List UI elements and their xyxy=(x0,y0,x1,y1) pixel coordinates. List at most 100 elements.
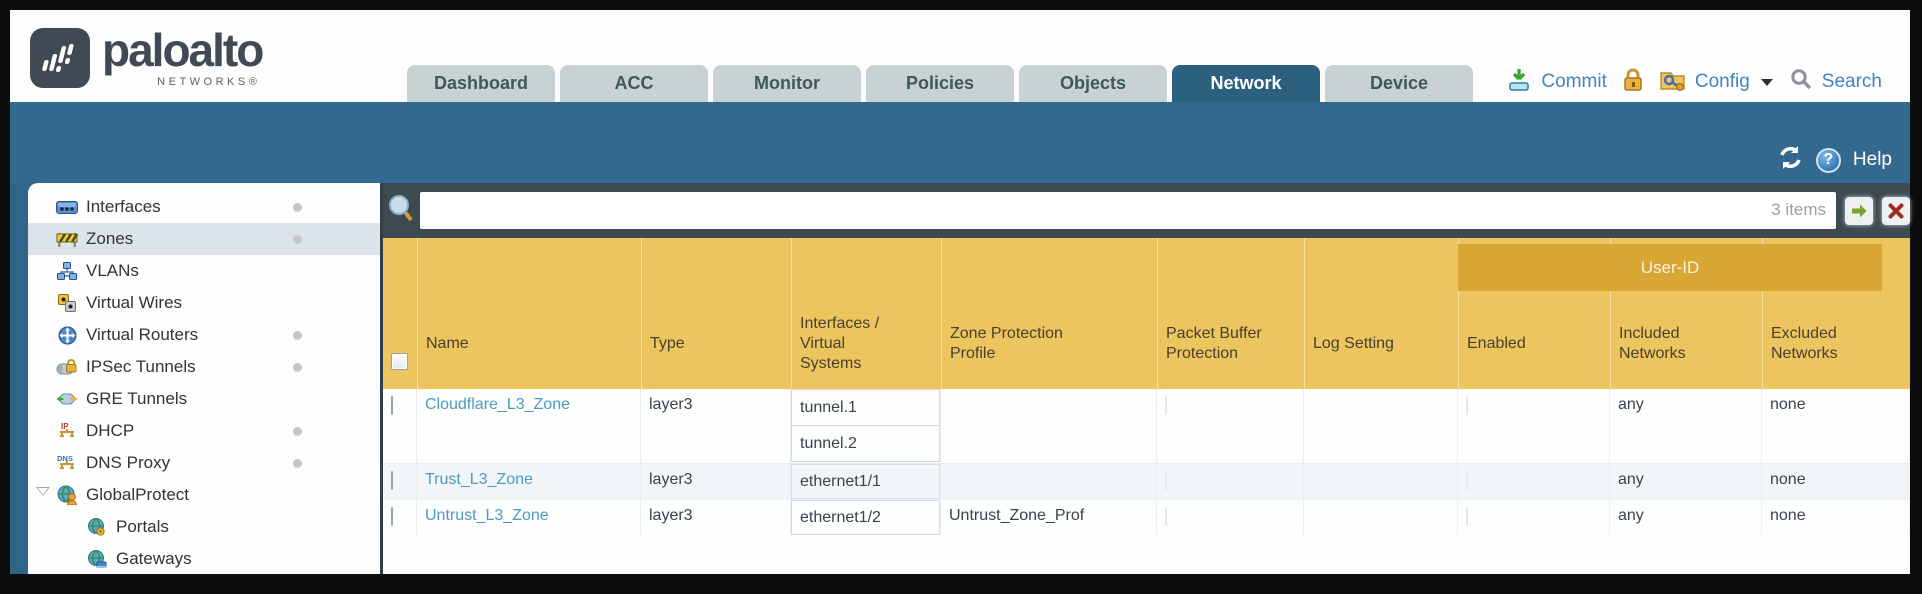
svg-text:DNS: DNS xyxy=(57,454,73,463)
virtual-routers-icon xyxy=(56,325,78,345)
clear-filter-button[interactable] xyxy=(1882,196,1910,225)
ipsec-tunnels-icon xyxy=(56,357,78,377)
items-count: 3 items xyxy=(1771,200,1826,219)
help-link[interactable]: Help xyxy=(1852,149,1892,170)
virtual-wires-icon xyxy=(56,293,78,313)
sidebar-item-virtual-routers[interactable]: Virtual Routers xyxy=(28,319,380,351)
table-filter-bar: 3 items xyxy=(383,183,1910,238)
main-tabs: Dashboard ACC Monitor Policies Objects N… xyxy=(407,65,1478,102)
globalprotect-icon xyxy=(56,485,78,505)
tab-device[interactable]: Device xyxy=(1325,65,1473,102)
user-id-enabled-checkbox[interactable] xyxy=(1466,507,1468,526)
zone-protection-profile xyxy=(941,464,1157,499)
col-header-excluded-networks[interactable]: Excluded Networks xyxy=(1762,238,1910,389)
col-header-enabled[interactable]: Enabled xyxy=(1458,238,1610,389)
refresh-icon[interactable] xyxy=(1777,144,1804,176)
table-row[interactable]: Cloudflare_L3_Zone layer3 tunnel.1 tunne… xyxy=(383,389,1910,463)
select-all-checkbox[interactable] xyxy=(391,353,408,370)
config-button[interactable]: Config xyxy=(1694,71,1750,92)
config-dropdown-caret[interactable] xyxy=(1760,78,1773,86)
lock-icon xyxy=(1622,68,1644,97)
col-header-interfaces[interactable]: Interfaces / Virtual Systems xyxy=(791,238,941,389)
sidebar-item-virtual-wires[interactable]: Virtual Wires xyxy=(28,287,380,319)
header-select-all-cell xyxy=(383,238,417,389)
tab-acc[interactable]: ACC xyxy=(560,65,708,102)
zones-icon xyxy=(56,229,78,249)
filter-search-icon xyxy=(386,192,416,229)
sidebar-item-globalprotect[interactable]: GlobalProtect xyxy=(28,479,380,511)
sidebar-item-gre-tunnels[interactable]: GRE Tunnels xyxy=(28,383,380,415)
status-dot xyxy=(293,427,302,436)
gre-tunnels-icon xyxy=(56,389,78,409)
sidebar-item-zones[interactable]: Zones xyxy=(28,223,380,255)
packet-buffer-protection-checkbox[interactable] xyxy=(1165,507,1167,526)
sidebar-splitter[interactable] xyxy=(380,183,383,574)
tab-monitor[interactable]: Monitor xyxy=(713,65,861,102)
row-checkbox[interactable] xyxy=(391,396,393,415)
sidebar-item-interfaces[interactable]: Interfaces xyxy=(28,191,380,223)
tab-dashboard[interactable]: Dashboard xyxy=(407,65,555,102)
commit-button[interactable]: Commit xyxy=(1541,71,1607,92)
zones-panel: 3 items Name Type Interfaces / Virtual S… xyxy=(383,183,1910,574)
log-setting xyxy=(1304,500,1458,535)
interface-cell: tunnel.2 xyxy=(791,425,940,462)
tab-network[interactable]: Network xyxy=(1172,65,1320,102)
gateways-icon xyxy=(86,549,108,569)
brand-logo: paloalto NETWORKS® xyxy=(30,24,264,88)
zone-protection-profile xyxy=(941,389,1157,463)
row-checkbox[interactable] xyxy=(391,471,393,490)
interface-cell: ethernet1/2 xyxy=(791,500,940,535)
portals-icon xyxy=(86,517,108,537)
log-setting xyxy=(1304,464,1458,499)
apply-filter-button[interactable] xyxy=(1845,196,1873,225)
table-body: Cloudflare_L3_Zone layer3 tunnel.1 tunne… xyxy=(383,389,1910,535)
status-dot xyxy=(293,331,302,340)
zone-protection-profile: Untrust_Zone_Prof xyxy=(941,500,1157,535)
tab-policies[interactable]: Policies xyxy=(866,65,1014,102)
row-checkbox[interactable] xyxy=(391,507,393,526)
sidebar-item-dns-proxy[interactable]: DNS DNS Proxy xyxy=(28,447,380,479)
network-sidebar: Interfaces Zones xyxy=(28,183,380,574)
col-header-type[interactable]: Type xyxy=(641,238,791,389)
col-header-log-setting[interactable]: Log Setting xyxy=(1304,238,1458,389)
expand-triangle-icon[interactable] xyxy=(36,487,50,496)
tab-objects[interactable]: Objects xyxy=(1019,65,1167,102)
table-row[interactable]: Trust_L3_Zone layer3 ethernet1/1 any non… xyxy=(383,463,1910,499)
table-row[interactable]: Untrust_L3_Zone layer3 ethernet1/2 Untru… xyxy=(383,499,1910,535)
global-search-button[interactable]: Search xyxy=(1821,71,1882,92)
col-header-included-networks[interactable]: Included Networks xyxy=(1610,238,1762,389)
workspace: Interfaces Zones xyxy=(10,183,1910,574)
user-id-enabled-checkbox[interactable] xyxy=(1466,396,1468,415)
user-id-group-header: User-ID xyxy=(1458,244,1882,291)
dhcp-icon: IP xyxy=(56,421,78,441)
help-icon[interactable]: ? xyxy=(1815,147,1841,173)
interfaces-icon xyxy=(56,197,78,217)
zone-name-link[interactable]: Cloudflare_L3_Zone xyxy=(425,396,570,413)
included-networks: any xyxy=(1610,464,1762,499)
zone-name-link[interactable]: Untrust_L3_Zone xyxy=(425,507,549,524)
packet-buffer-protection-checkbox[interactable] xyxy=(1165,396,1167,415)
sidebar-item-gateways[interactable]: Gateways xyxy=(28,543,380,574)
status-dot xyxy=(293,459,302,468)
zone-type: layer3 xyxy=(641,500,791,535)
col-header-name[interactable]: Name xyxy=(417,238,641,389)
zone-type: layer3 xyxy=(641,389,791,463)
filter-input-wrap: 3 items xyxy=(420,192,1836,229)
filter-input[interactable] xyxy=(420,192,1836,229)
dns-proxy-icon: DNS xyxy=(56,453,78,473)
zone-name-link[interactable]: Trust_L3_Zone xyxy=(425,471,533,488)
col-header-packet-buffer-protection[interactable]: Packet Buffer Protection xyxy=(1157,238,1304,389)
user-id-enabled-checkbox[interactable] xyxy=(1466,471,1468,490)
included-networks: any xyxy=(1610,389,1762,463)
status-dot xyxy=(293,203,302,212)
col-header-zone-protection-profile[interactable]: Zone Protection Profile xyxy=(941,238,1157,389)
packet-buffer-protection-checkbox[interactable] xyxy=(1165,471,1167,490)
brand-name: paloalto xyxy=(102,24,264,76)
interface-cell: tunnel.1 xyxy=(791,389,940,426)
sidebar-item-ipsec-tunnels[interactable]: IPSec Tunnels xyxy=(28,351,380,383)
search-icon xyxy=(1790,68,1813,96)
sidebar-item-vlans[interactable]: VLANs xyxy=(28,255,380,287)
commit-icon xyxy=(1506,67,1532,98)
sidebar-item-dhcp[interactable]: IP DHCP xyxy=(28,415,380,447)
sidebar-item-portals[interactable]: Portals xyxy=(28,511,380,543)
